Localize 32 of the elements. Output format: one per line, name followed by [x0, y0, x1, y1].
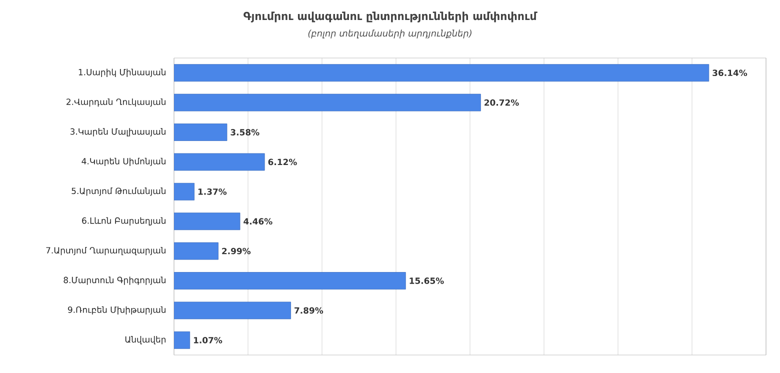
data-label: 15.65% [410, 278, 444, 284]
y-tick-label: 5.Արտյոմ Թումանյան [72, 188, 166, 196]
bar [174, 64, 710, 82]
data-label: 6.12% [268, 158, 297, 166]
bar [174, 124, 228, 141]
y-tick-label: 2.Վարդան Ղուկասյան [66, 98, 166, 107]
bar [174, 153, 265, 171]
y-tick-label: 9.Ռուբեն Մխիթարյան [68, 306, 166, 315]
data-label: 20.72% [484, 99, 519, 106]
y-tick-label: Անվավեր [125, 336, 166, 344]
data-label: 3.58% [230, 129, 260, 136]
bar [174, 272, 406, 290]
chart-title: Գյումրու ավագանու ընտրությունների ամփոփում [244, 12, 538, 22]
y-tick-label: 4.Կարեն Սիմոնյան [82, 158, 166, 166]
bar [174, 182, 194, 200]
data-label: 36.14% [712, 70, 748, 76]
y-tick-label: 6.Լևոն Բարսեղյան [82, 217, 166, 226]
y-tick-label: 1.Սարիկ Մինասյան [78, 68, 166, 77]
bar [174, 94, 481, 112]
y-tick-label: 8.Մարտուն Գրիգորյան [64, 276, 166, 285]
bar [174, 331, 190, 349]
data-label: 4.46% [244, 218, 272, 225]
data-label: 1.07% [194, 336, 222, 344]
data-label: 2.99% [222, 248, 251, 254]
bar [174, 212, 240, 230]
data-label: 7.89% [294, 307, 324, 314]
y-tick-label: 3.Կարեն Մալխասյան [70, 128, 166, 136]
chart-subtitle: (բոլոր տեղամասերի արդյունքներ) [308, 30, 472, 38]
bar [174, 242, 218, 260]
data-label: 1.37% [198, 188, 227, 195]
bar [174, 302, 291, 320]
y-tick-label: 7.Արտյոմ Ղարաղազարյան [46, 246, 166, 256]
